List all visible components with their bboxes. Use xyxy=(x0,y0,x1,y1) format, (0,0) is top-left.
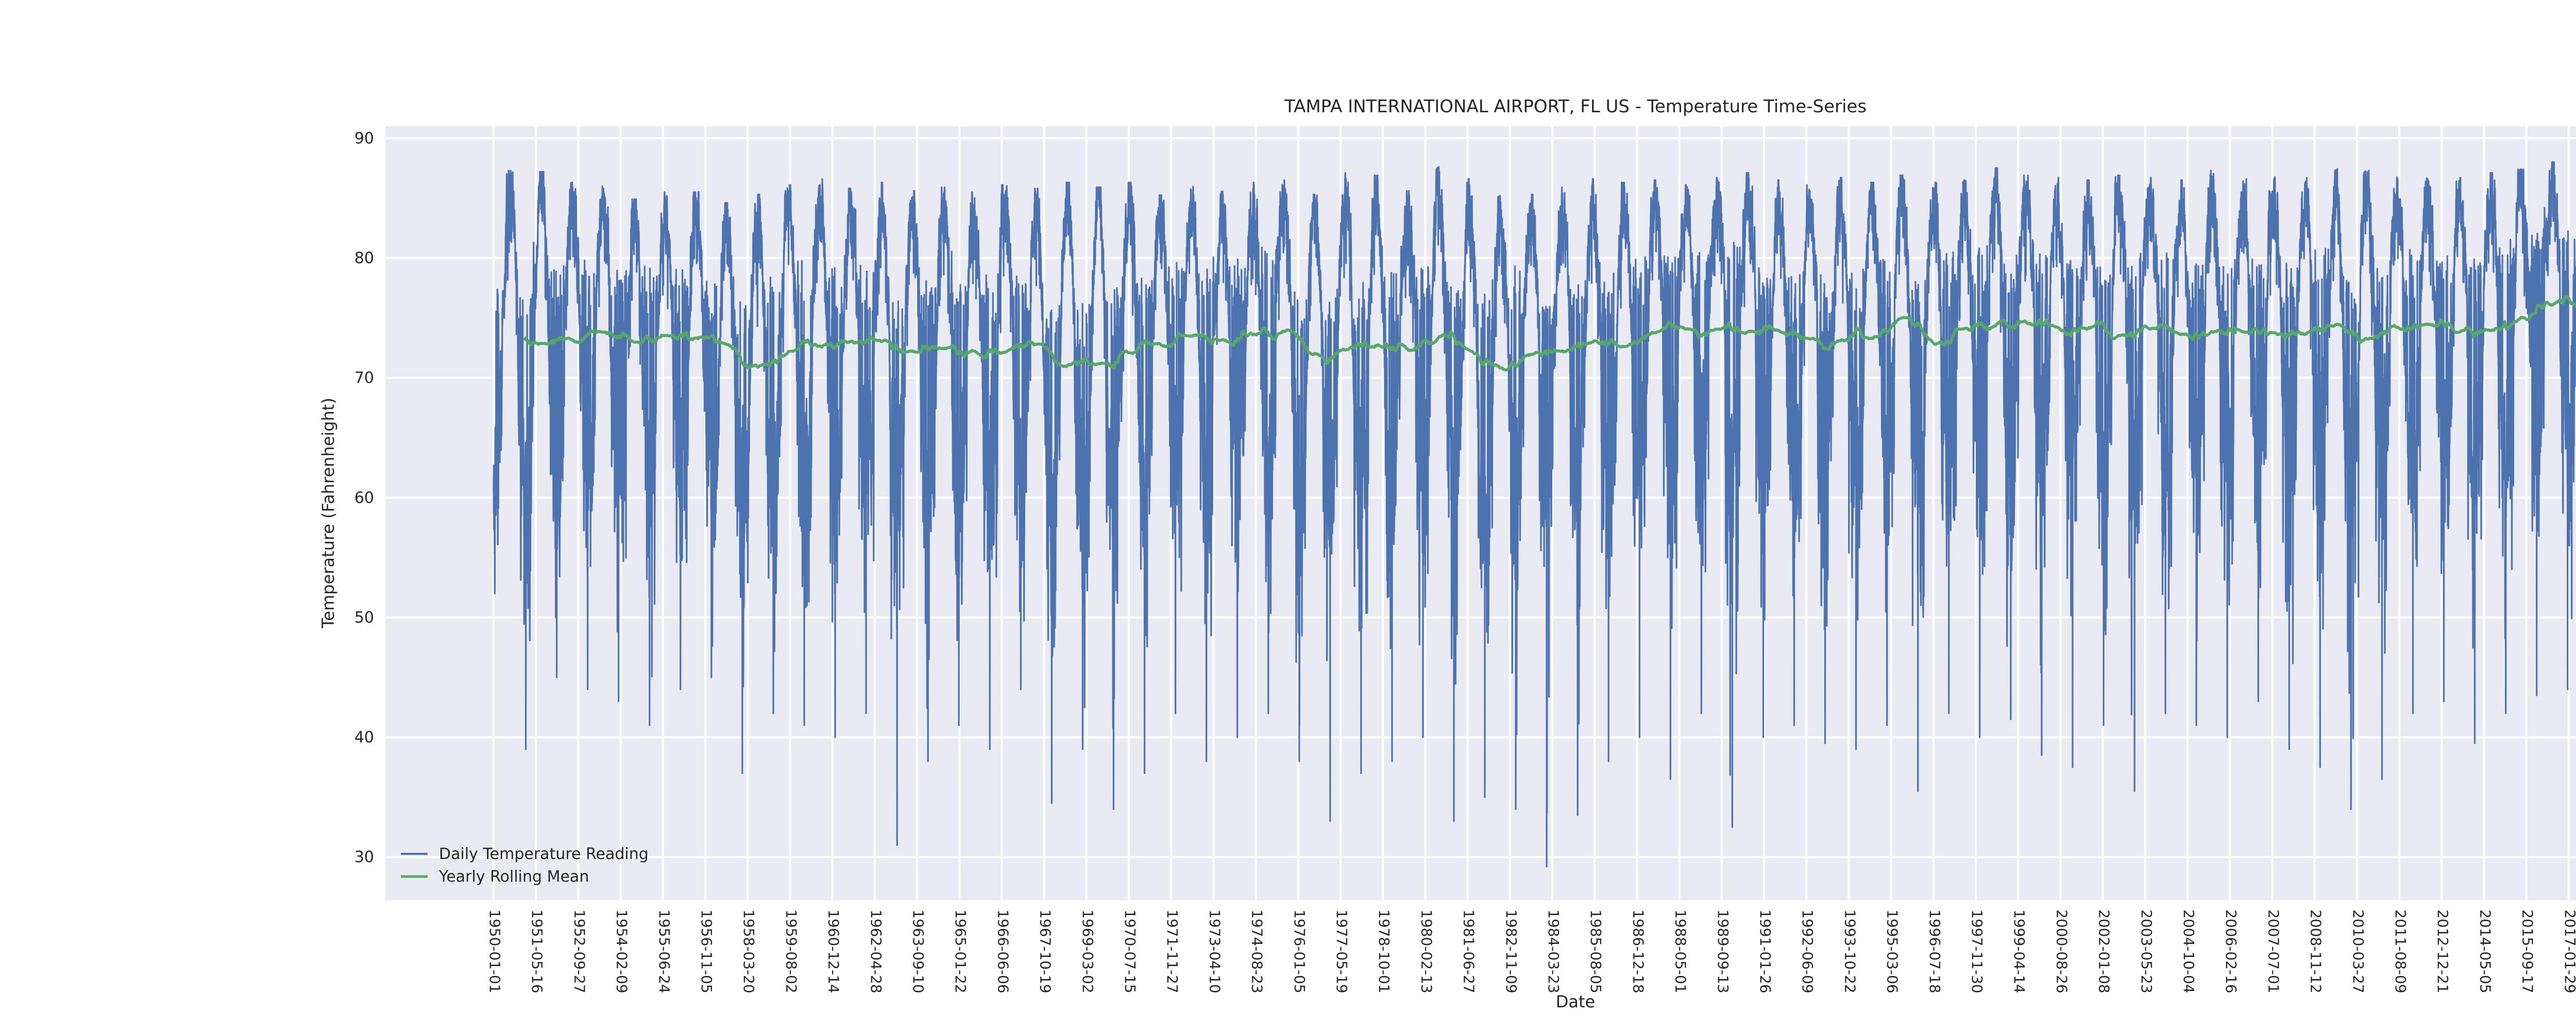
x-tick-label: 1986-12-18 xyxy=(1630,909,1647,993)
x-tick-label: 2015-09-17 xyxy=(2519,909,2536,993)
y-tick-label: 60 xyxy=(354,489,374,507)
x-tick-label: 1967-10-19 xyxy=(1037,909,1054,993)
chart-title: TAMPA INTERNATIONAL AIRPORT, FL US - Tem… xyxy=(1284,96,1867,117)
x-tick-label: 1995-03-06 xyxy=(1884,909,1901,993)
x-tick-label: 1969-03-02 xyxy=(1079,909,1096,993)
x-axis-tick-labels: 1950-01-01 1951-05-16 1952-09-27 1954-02-09… xyxy=(486,909,2576,993)
y-tick-label: 30 xyxy=(354,848,374,866)
x-tick-label: 2014-05-05 xyxy=(2477,909,2494,993)
legend-item-rolling-mean: Yearly Rolling Mean xyxy=(401,868,589,886)
x-tick-label: 1985-08-05 xyxy=(1587,909,1604,993)
x-tick-label: 2011-08-09 xyxy=(2392,909,2409,993)
x-tick-label: 1988-05-01 xyxy=(1672,909,1689,993)
x-tick-label: 1956-11-05 xyxy=(698,909,715,993)
x-tick-label: 2007-07-01 xyxy=(2265,909,2282,993)
x-tick-label: 1962-04-28 xyxy=(868,909,885,993)
x-tick-label: 1963-09-10 xyxy=(910,909,927,993)
x-tick-label: 1955-06-24 xyxy=(656,909,673,993)
x-tick-label: 1973-04-10 xyxy=(1206,909,1223,993)
x-tick-label: 2004-10-04 xyxy=(2180,909,2197,993)
x-tick-label: 2006-02-16 xyxy=(2223,909,2240,993)
x-tick-label: 1997-11-30 xyxy=(1969,909,1986,993)
y-tick-label: 80 xyxy=(354,249,374,267)
y-tick-label: 70 xyxy=(354,369,374,387)
x-tick-label: 1952-09-27 xyxy=(571,909,588,993)
x-axis-label: Date xyxy=(1556,992,1595,1011)
x-tick-label: 1959-08-02 xyxy=(783,909,800,993)
daily-temperature-line xyxy=(493,161,2576,868)
yearly-rolling-mean-line xyxy=(523,295,2576,372)
y-axis-label: Temperature (Fahrenheight) xyxy=(318,398,338,629)
x-tick-label: 1951-05-16 xyxy=(529,909,546,993)
x-tick-label: 2012-12-21 xyxy=(2434,909,2451,993)
x-tick-label: 2008-11-12 xyxy=(2308,909,2325,993)
x-tick-label: 1977-05-19 xyxy=(1333,909,1350,993)
x-tick-label: 1982-11-09 xyxy=(1503,909,1520,993)
x-tick-label: 1950-01-01 xyxy=(486,909,503,993)
legend-label-daily: Daily Temperature Reading xyxy=(439,845,649,863)
y-axis-tick-labels: 30 40 50 60 70 80 90 xyxy=(354,129,374,866)
x-tick-label: 1981-06-27 xyxy=(1461,909,1478,993)
x-tick-label: 1974-08-23 xyxy=(1249,909,1266,993)
x-tick-label: 2017-01-29 xyxy=(2562,909,2576,993)
x-tick-label: 1960-12-14 xyxy=(825,909,842,993)
x-tick-label: 1992-06-09 xyxy=(1799,909,1816,993)
x-tick-label: 1954-02-09 xyxy=(614,909,631,993)
x-tick-label: 2002-01-08 xyxy=(2096,909,2113,993)
x-tick-label: 1991-01-26 xyxy=(1757,909,1774,993)
legend: Daily Temperature Reading Yearly Rolling… xyxy=(401,845,649,886)
x-tick-label: 1965-01-22 xyxy=(952,909,969,993)
x-tick-label: 1999-04-14 xyxy=(2011,909,2028,993)
x-tick-label: 2003-05-23 xyxy=(2138,909,2155,993)
x-tick-label: 1971-11-27 xyxy=(1164,909,1181,993)
x-tick-label: 1958-03-20 xyxy=(740,909,757,993)
x-tick-label: 1978-10-01 xyxy=(1376,909,1393,993)
x-tick-label: 1996-07-18 xyxy=(1926,909,1943,993)
x-tick-label: 2000-08-26 xyxy=(2053,909,2070,993)
x-tick-label: 2010-03-27 xyxy=(2350,909,2367,993)
x-tick-label: 1966-06-06 xyxy=(994,909,1011,993)
y-tick-label: 40 xyxy=(354,729,374,747)
y-tick-label: 90 xyxy=(354,129,374,147)
x-tick-label: 1976-01-05 xyxy=(1291,909,1308,993)
legend-label-rolling-mean: Yearly Rolling Mean xyxy=(438,868,589,886)
x-tick-label: 1970-07-15 xyxy=(1122,909,1139,993)
series-layer xyxy=(493,161,2576,868)
legend-item-daily-temperature: Daily Temperature Reading xyxy=(401,845,649,863)
x-tick-label: 1989-09-13 xyxy=(1715,909,1732,993)
x-tick-label: 1980-02-13 xyxy=(1418,909,1435,993)
x-tick-label: 1984-03-23 xyxy=(1545,909,1562,993)
x-tick-label: 1993-10-22 xyxy=(1841,909,1858,993)
y-tick-label: 50 xyxy=(354,609,374,627)
